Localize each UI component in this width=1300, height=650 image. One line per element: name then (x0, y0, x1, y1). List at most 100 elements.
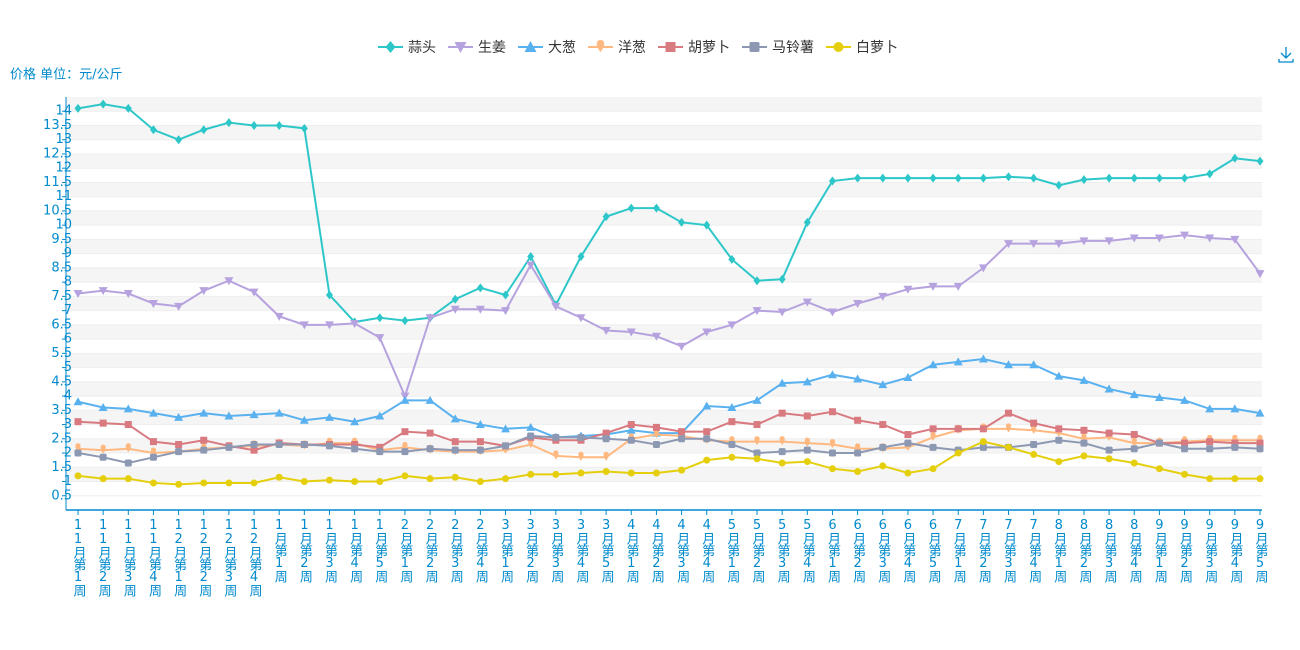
point (225, 443, 233, 451)
point (1031, 424, 1037, 434)
x-tick-label: 12月第2周 (196, 518, 212, 598)
point (551, 302, 561, 311)
legend-label: 马铃薯 (772, 40, 814, 56)
legend-item[interactable]: 洋葱 (588, 40, 646, 56)
point (200, 125, 208, 135)
point (979, 425, 987, 433)
point (777, 378, 787, 387)
point (1105, 455, 1113, 463)
legend-item[interactable]: 生姜 (448, 40, 506, 56)
point (1206, 475, 1214, 483)
point (1030, 419, 1038, 427)
point (401, 428, 409, 436)
point (375, 411, 385, 420)
y-tick-label: 1 (64, 474, 72, 489)
legend-symbol (665, 42, 676, 52)
y-tick-label: 6 (64, 332, 72, 347)
x-tick-label: 1月第4周 (347, 518, 363, 584)
x-tick-label: 2月第3周 (448, 518, 464, 584)
y-tick-label: 2 (64, 446, 72, 461)
legend-item[interactable]: 马铃薯 (742, 40, 814, 56)
point (124, 421, 132, 429)
point (979, 173, 987, 183)
point (576, 314, 586, 323)
legend-item[interactable]: 胡萝卜 (658, 40, 730, 56)
point (753, 455, 761, 463)
point (74, 472, 82, 480)
point (928, 282, 938, 291)
legend-label: 大葱 (548, 40, 576, 56)
x-tick-label: 1月第3周 (322, 518, 338, 584)
point (930, 431, 936, 441)
point (804, 437, 810, 447)
x-tick-label: 4月第1周 (624, 518, 640, 584)
point (678, 428, 686, 436)
point (1181, 173, 1189, 183)
point (249, 410, 259, 419)
point (1155, 173, 1163, 183)
y-tick-label: 6.5 (51, 317, 72, 332)
point (148, 300, 158, 308)
point (125, 443, 131, 453)
point (250, 479, 258, 487)
point (123, 290, 133, 299)
point (854, 468, 862, 476)
point (426, 445, 434, 453)
point (224, 411, 234, 420)
point (1055, 425, 1063, 433)
x-tick-label: 4月第3周 (674, 518, 690, 584)
point (627, 421, 635, 429)
point (451, 438, 459, 446)
point (802, 298, 812, 307)
point (1255, 408, 1265, 417)
point (577, 469, 585, 477)
point (74, 103, 82, 113)
point (450, 305, 460, 314)
point (803, 446, 811, 454)
point (249, 288, 259, 297)
point (778, 409, 786, 417)
point (527, 470, 535, 478)
x-tick-label: 2月第1周 (397, 518, 413, 584)
point (1255, 270, 1265, 279)
point (476, 438, 484, 446)
grid-band (66, 182, 1262, 197)
point (451, 473, 459, 481)
legend-item[interactable]: 蒜头 (378, 40, 436, 56)
x-tick-label: 6月第1周 (825, 518, 841, 584)
legend-item[interactable]: 白萝卜 (826, 40, 898, 56)
point (174, 302, 184, 311)
point (325, 476, 333, 484)
point (677, 342, 687, 351)
grid-band (66, 97, 1262, 112)
legend-item[interactable]: 大葱 (518, 40, 576, 56)
point (954, 425, 962, 433)
point (1230, 235, 1240, 244)
y-tick-label: 2.5 (51, 431, 72, 446)
point (425, 314, 435, 323)
point (954, 173, 962, 183)
point (552, 433, 560, 441)
series (74, 438, 1264, 488)
download-icon[interactable] (1278, 47, 1294, 63)
point (1206, 169, 1214, 179)
point (1004, 240, 1014, 249)
x-tick-label: 3月第2周 (523, 518, 539, 584)
point (450, 414, 460, 423)
point (752, 395, 762, 404)
x-tick-label: 3月第4周 (573, 518, 589, 584)
y-tick-label: 4.5 (51, 374, 72, 389)
x-tick-label: 9月第5周 (1253, 518, 1269, 584)
point (124, 103, 132, 113)
x-tick-label: 7月第4周 (1026, 518, 1042, 584)
point (175, 480, 183, 488)
point (400, 395, 410, 404)
point (779, 436, 785, 446)
point (1154, 392, 1164, 401)
y-tick-label: 8.5 (51, 260, 72, 275)
point (99, 99, 107, 109)
series-line (77, 440, 1260, 486)
point (1055, 458, 1063, 466)
point (1231, 443, 1239, 451)
point (1155, 439, 1163, 447)
